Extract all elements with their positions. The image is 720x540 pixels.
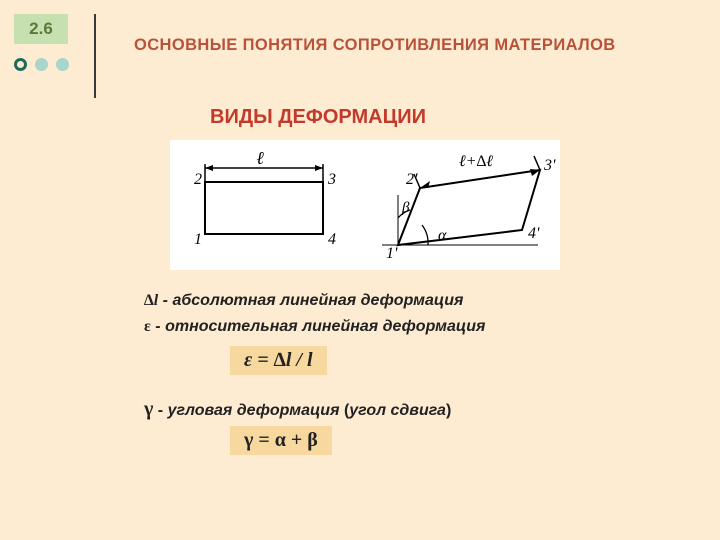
label-3: 3 <box>327 171 336 188</box>
slide-number-badge: 2.6 <box>14 14 68 44</box>
def3-inner: угол сдвига <box>349 402 446 419</box>
page-title: ОСНОВНЫЕ ПОНЯТИЯ СОПРОТИВЛЕНИЯ МАТЕРИАЛО… <box>134 36 616 55</box>
def3-paren-open: ( <box>340 402 350 419</box>
slide-background <box>0 0 720 540</box>
definition-delta-l: ∆l - абсолютная линейная деформация <box>144 292 463 310</box>
symbol-gamma: γ <box>144 398 153 420</box>
def3-dash: - <box>153 402 167 419</box>
formula1-text: ε = ∆l / l <box>244 349 313 371</box>
bullet-1 <box>14 58 27 71</box>
formula-gamma: γ = α + β <box>230 426 332 455</box>
section-subtitle: ВИДЫ ДЕФОРМАЦИИ <box>210 106 426 129</box>
symbol-delta-l: ∆l <box>144 292 158 309</box>
label-2: 2 <box>194 171 202 188</box>
def1-text: - абсолютная линейная деформация <box>158 292 463 309</box>
diagram-svg: ℓ 1 2 3 4 ℓ+∆ℓ α β 1' 2' 3' 4' <box>170 140 560 270</box>
slide-number-text: 2.6 <box>29 19 53 39</box>
bullet-2 <box>35 58 48 71</box>
formula2-text: γ = α + β <box>244 429 318 451</box>
vertical-separator <box>94 14 96 98</box>
def3-paren-close: ) <box>446 402 451 419</box>
formula-epsilon: ε = ∆l / l <box>230 346 327 375</box>
label-3p: 3' <box>543 157 556 174</box>
def2-text: - относительная линейная деформация <box>151 318 486 335</box>
def3-bold: угловая деформация <box>168 402 340 419</box>
label-1p: 1' <box>386 245 398 262</box>
label-l: ℓ <box>256 148 264 168</box>
label-4p: 4' <box>528 225 540 242</box>
deformation-diagram: ℓ 1 2 3 4 ℓ+∆ℓ α β 1' 2' 3' 4' <box>170 140 560 270</box>
symbol-epsilon: ε <box>144 318 151 335</box>
definition-epsilon: ε - относительная линейная деформация <box>144 318 485 336</box>
bullet-3 <box>56 58 69 71</box>
label-ldl: ℓ+∆ℓ <box>459 153 493 170</box>
label-4: 4 <box>328 231 336 248</box>
label-beta: β <box>401 200 410 216</box>
label-1: 1 <box>194 231 202 248</box>
decorative-bullets <box>14 58 69 71</box>
definition-gamma: γ - угловая деформация (угол сдвига) <box>144 398 451 421</box>
label-2p: 2' <box>406 171 418 188</box>
label-alpha: α <box>438 227 447 244</box>
